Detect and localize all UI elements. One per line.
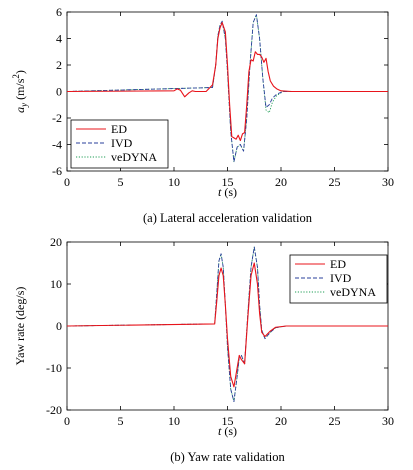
x-tick-label: 20: [275, 414, 287, 428]
x-tick-label: 10: [168, 175, 180, 189]
y-tick-label: -4: [52, 138, 62, 152]
y-axis-label: Yaw rate (deg/s): [13, 287, 27, 366]
x-tick-label: 5: [118, 414, 124, 428]
y-tick-label: 4: [56, 32, 62, 46]
legend-box: [70, 119, 169, 169]
x-tick-label: 5: [118, 175, 124, 189]
legend-label-vedyna: veDYNA: [111, 150, 157, 164]
series-line-ed: [67, 22, 388, 142]
y-tick-label: -20: [46, 403, 62, 417]
y-tick-label: -10: [46, 361, 62, 375]
x-tick-label: 30: [382, 414, 394, 428]
x-tick-label: 10: [168, 414, 180, 428]
legend-label-ivd: IVD: [330, 271, 352, 285]
y-tick-label: 20: [50, 235, 62, 249]
series-line-ed: [67, 262, 388, 388]
legend-label-ed: ED: [330, 257, 346, 271]
y-tick-label: 0: [56, 319, 62, 333]
series-line-ivd: [67, 246, 388, 403]
x-axis-label: t (s): [218, 424, 237, 438]
x-tick-label: 0: [64, 414, 70, 428]
x-tick-label: 30: [382, 175, 394, 189]
y-tick-label: 0: [56, 85, 62, 99]
y-tick-label: 2: [56, 58, 62, 72]
x-tick-label: 15: [222, 175, 234, 189]
y-tick-label: 6: [56, 5, 62, 19]
y-tick-label: 10: [50, 277, 62, 291]
chart-yaw-rate: 0 5 10 15 20 25 30 -20 -10 0 10 20 t (s) Yaw rate (de…: [13, 235, 394, 464]
figure-caption: (b) Yaw rate validation: [170, 450, 285, 464]
chart-lateral-acceleration: 0 5 10 15 20 25 30 -6 -4 -2 0 2 4 6 t (s) ay (m/s2) (a) …: [11, 5, 394, 225]
y-tick-label: -6: [52, 164, 62, 178]
figure-caption: (a) Lateral acceleration validation: [143, 211, 313, 225]
legend-box: [289, 254, 388, 304]
x-tick-label: 20: [275, 175, 287, 189]
legend-label-vedyna: veDYNA: [330, 285, 376, 299]
x-tick-label: 25: [329, 175, 341, 189]
legend-label-ed: ED: [111, 122, 127, 136]
x-tick-label: 15: [222, 414, 234, 428]
y-axis-label: ay (m/s2): [11, 70, 29, 113]
y-tick-label: -2: [52, 111, 62, 125]
x-tick-label: 0: [64, 175, 70, 189]
x-axis-label: t (s): [218, 185, 237, 199]
series-line-ivd: [67, 14, 388, 163]
legend-label-ivd: IVD: [111, 136, 133, 150]
x-tick-label: 25: [329, 414, 341, 428]
